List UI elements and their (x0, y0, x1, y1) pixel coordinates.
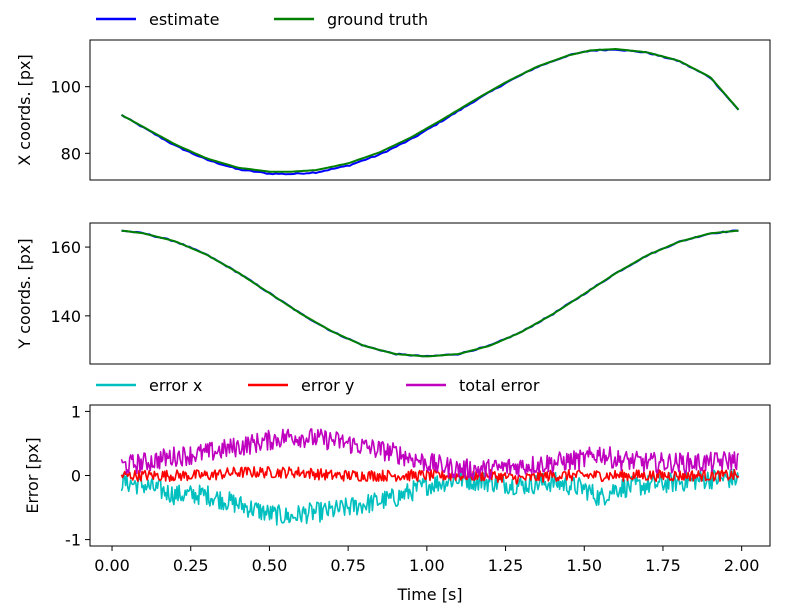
y-tick-label: 0 (71, 467, 81, 486)
y-tick-label: 1 (71, 402, 81, 421)
plot-frame (89, 39, 771, 181)
series-line-total-error (120, 428, 740, 481)
y-axis-label: Error [px] (23, 437, 42, 513)
legend-label: total error (459, 376, 540, 395)
subplot-3: -1 0 1 0.00 0.25 0.50 0.75 1.00 1.25 1.50 1.75 2.00… (23, 402, 771, 604)
legend-label: error x (149, 376, 202, 395)
x-tick-label: 0.25 (173, 556, 209, 575)
series-line-error-x (120, 468, 740, 526)
y-tick-label: -1 (65, 531, 81, 550)
series-line-ground-truth (121, 229, 739, 358)
x-tick-label: 1.50 (566, 556, 602, 575)
x-tick-label: 0.00 (94, 556, 130, 575)
x-tick-label: 2.00 (724, 556, 760, 575)
y-tick-label: 140 (50, 307, 81, 326)
x-tick-label: 1.00 (409, 556, 445, 575)
series-line-estimate (121, 229, 739, 358)
x-tick-label: 1.25 (488, 556, 524, 575)
y-tick-label: 80 (61, 144, 81, 163)
x-tick-label: 1.75 (645, 556, 681, 575)
y-axis-label: X coords. [px] (15, 54, 34, 166)
x-axis-label: Time [s] (396, 585, 462, 604)
x-tick-label: 0.50 (252, 556, 288, 575)
x-tick-label: 0.75 (330, 556, 366, 575)
legend-label: estimate (149, 10, 219, 29)
legend-1: estimate ground truth (96, 10, 428, 29)
legend-3: error x error y total error (96, 376, 540, 395)
series-line-estimate (120, 48, 740, 176)
y-axis-label: Y coords. [px] (15, 238, 34, 349)
y-tick-label: 100 (50, 78, 81, 97)
subplot-2: 140 160 Y coords. [px] (15, 222, 771, 365)
series-line-error-y (120, 466, 740, 485)
subplot-1: 80 100 X coords. [px] (15, 39, 771, 181)
legend-label: error y (301, 376, 354, 395)
y-tick-label: 160 (50, 238, 81, 257)
series-line-ground-truth (121, 48, 740, 173)
plot-frame (89, 222, 771, 365)
legend-label: ground truth (327, 10, 428, 29)
